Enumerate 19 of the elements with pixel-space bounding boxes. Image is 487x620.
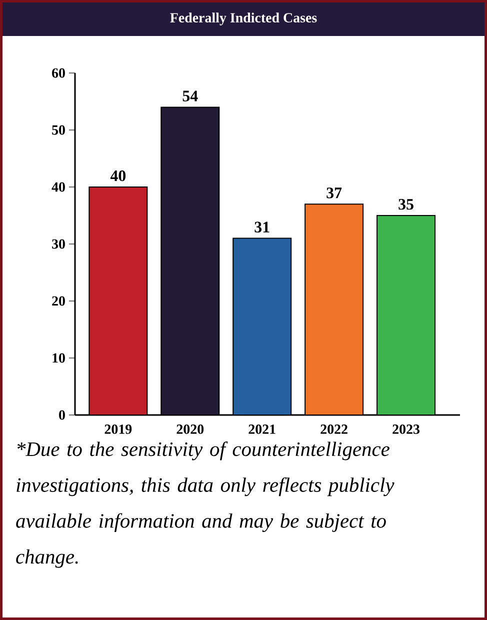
chart-title: Federally Indicted Cases <box>170 12 317 26</box>
y-tick-label: 60 <box>52 68 65 78</box>
text: *Due to the sensitivity of counterintelligence investigations, this data only reflects publicly available information and may be subject to change. <box>16 442 394 568</box>
data-label: 31 <box>254 222 270 232</box>
x-tick-label: 2019 <box>104 424 132 434</box>
y-tick-label: 50 <box>52 125 65 135</box>
x-tick-label: 2020 <box>176 424 204 434</box>
data-label: 54 <box>182 90 198 102</box>
y-tick-label: 30 <box>52 239 65 249</box>
x-tick-label: 2023 <box>392 424 420 434</box>
y-tick-label: 10 <box>52 353 65 363</box>
y-tick-label: 40 <box>52 182 65 192</box>
data-label: 37 <box>326 188 342 198</box>
data-label: 35 <box>398 198 414 210</box>
y-tick-label: 0 <box>59 410 65 420</box>
data-label: 40 <box>110 170 126 182</box>
x-tick-label: 2021 <box>248 424 276 434</box>
x-tick-label: 2022 <box>320 424 348 434</box>
y-tick-label: 20 <box>52 296 65 306</box>
